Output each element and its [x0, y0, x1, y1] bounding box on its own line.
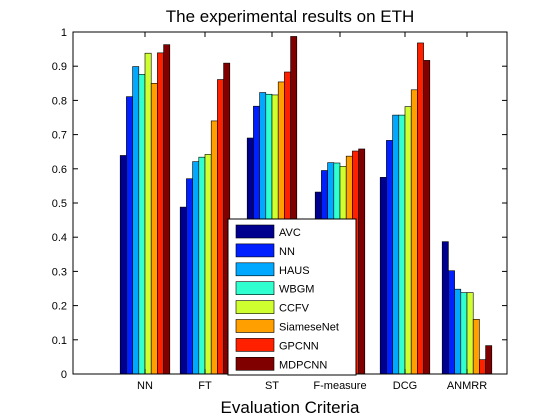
bar-dcg-nn [386, 140, 393, 375]
legend-label: SiameseNet [279, 322, 339, 334]
bar-anmrr-siamesenet [472, 318, 480, 375]
bar-anmrr-mdpcnn [485, 345, 493, 375]
bar-nn-nn [126, 96, 133, 375]
x-tick-label: NN [137, 380, 153, 392]
bar-dcg-avc [379, 177, 387, 375]
bar-ft-nn [186, 178, 193, 375]
legend-label: CCFV [279, 303, 310, 315]
legend-swatch [235, 262, 275, 277]
legend-swatch [235, 243, 275, 258]
bar-nn-ccfv [144, 52, 152, 375]
y-tick-label: 0.1 [52, 335, 67, 347]
bar-dcg-haus [392, 114, 400, 375]
legend-label: GPCNN [279, 340, 319, 352]
legend-label: NN [279, 246, 295, 258]
bar-ft-avc [179, 206, 187, 375]
bar-dcg-gpcnn [417, 42, 424, 375]
bar-nn-gpcnn [157, 52, 164, 375]
legend-swatch [235, 281, 275, 296]
y-tick-label: 0.4 [52, 232, 67, 244]
legend-swatch [235, 356, 275, 371]
x-axis-label: Evaluation Criteria [221, 398, 360, 417]
legend-swatch [235, 338, 275, 352]
bar-dcg-ccfv [404, 106, 412, 375]
bar-anmrr-nn [448, 270, 455, 375]
y-tick-label: 0.2 [52, 301, 67, 313]
chart-title: The experimental results on ETH [166, 7, 415, 26]
legend-label: AVC [279, 227, 301, 239]
x-tick-label: ST [265, 380, 279, 392]
y-tick-label: 0.7 [52, 130, 67, 142]
y-tick-label: 0.6 [52, 164, 67, 176]
bar-ft-gpcnn [217, 79, 224, 375]
bar-anmrr-ccfv [466, 292, 474, 375]
x-tick-label: ANMRR [447, 380, 487, 392]
bar-anmrr-gpcnn [479, 359, 486, 375]
bar-nn-avc [119, 155, 127, 375]
bar-nn-wbgm [138, 74, 146, 375]
x-tick-label: DCG [393, 380, 417, 392]
y-tick-label: 0.3 [52, 266, 67, 278]
y-tick-label: 0.5 [52, 198, 67, 210]
bar-ft-ccfv [204, 154, 212, 375]
bar-anmrr-avc [441, 241, 449, 375]
bar-dcg-mdpcnn [423, 60, 431, 375]
bar-ft-siamesenet [210, 120, 218, 375]
y-tick-label: 0.8 [52, 95, 67, 107]
bar-anmrr-haus [454, 288, 462, 375]
y-tick-label: 0 [61, 369, 67, 381]
bar-dcg-wbgm [398, 114, 406, 375]
bar-ft-wbgm [198, 156, 206, 375]
legend-label: HAUS [279, 265, 310, 277]
bar-ft-haus [192, 161, 200, 375]
y-tick-label: 0.9 [52, 61, 67, 73]
x-tick-label: F-measure [313, 380, 366, 392]
bar-f-measure-mdpcnn [358, 148, 366, 375]
legend-swatch [235, 300, 275, 314]
y-tick-label: 1 [61, 27, 67, 39]
bar-dcg-siamesenet [410, 89, 418, 375]
legend-swatch [235, 319, 275, 333]
legend: AVC NN HAUS WBGM CCFV SiameseNet GPCNN MDPCNN [227, 218, 357, 376]
bar-nn-siamesenet [150, 83, 158, 375]
legend-label: MDPCNN [279, 359, 327, 371]
x-tick-label: FT [198, 380, 212, 392]
bar-nn-haus [132, 66, 140, 375]
legend-swatch [235, 224, 275, 239]
legend-label: WBGM [279, 284, 314, 296]
bar-nn-mdpcnn [163, 44, 171, 375]
bar-anmrr-wbgm [460, 292, 468, 375]
